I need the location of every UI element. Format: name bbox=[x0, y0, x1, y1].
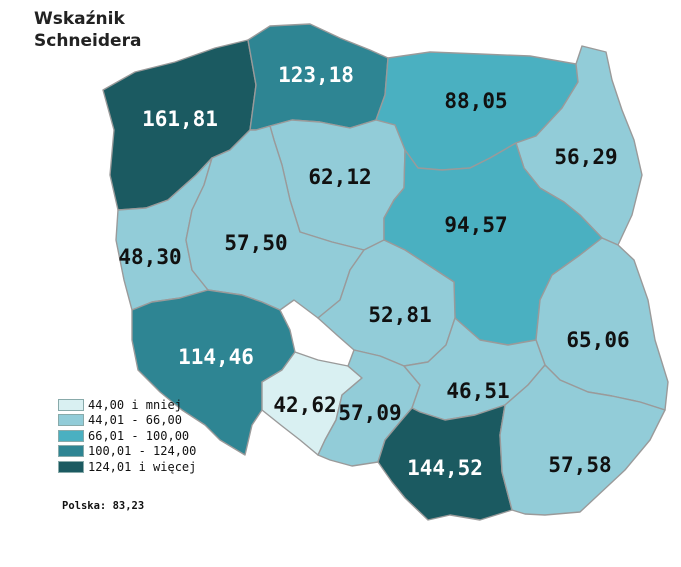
region-podkarpackie bbox=[499, 364, 666, 516]
region-value-opolskie: 42,62 bbox=[273, 393, 336, 417]
legend-item-3: 66,01 - 100,00 bbox=[58, 428, 196, 444]
regions-layer bbox=[102, 23, 669, 521]
region-value-malopolskie: 144,52 bbox=[407, 456, 483, 480]
region-value-lubelskie: 65,06 bbox=[566, 328, 629, 352]
national-value: Polska: 83,23 bbox=[62, 500, 145, 512]
region-value-podlaskie: 56,29 bbox=[554, 145, 617, 169]
region-value-podkarpackie: 57,58 bbox=[548, 453, 611, 477]
legend-label-3: 66,01 - 100,00 bbox=[88, 428, 190, 443]
legend-swatch-2 bbox=[58, 414, 84, 427]
region-value-dolnoslaskie: 114,46 bbox=[178, 345, 254, 369]
legend-label-4: 100,01 - 124,00 bbox=[88, 444, 197, 459]
region-value-kujawsko-pomorskie: 62,12 bbox=[308, 165, 371, 189]
region-value-zachodniopomorskie: 161,81 bbox=[142, 107, 218, 131]
region-value-lodzkie: 52,81 bbox=[368, 303, 431, 327]
region-value-lubuskie: 48,30 bbox=[118, 245, 181, 269]
legend-label-5: 124,01 i więcej bbox=[88, 459, 197, 474]
legend-item-2: 44,01 - 66,00 bbox=[58, 413, 196, 429]
region-value-wielkopolskie: 57,50 bbox=[224, 231, 287, 255]
legend-swatch-4 bbox=[58, 445, 84, 458]
region-value-mazowieckie: 94,57 bbox=[444, 213, 507, 237]
region-value-swietokrzyskie: 46,51 bbox=[446, 379, 509, 403]
legend-swatch-1 bbox=[58, 398, 84, 411]
value-labels-layer: 161,81 123,18 88,05 56,29 62,12 94,57 48,30 57,… bbox=[118, 63, 629, 480]
map-title-line-1: Wskaźnik bbox=[34, 9, 125, 29]
legend-label-2: 44,01 - 66,00 bbox=[88, 413, 182, 428]
region-value-warminsko-mazurskie: 88,05 bbox=[444, 89, 507, 113]
legend-swatch-5 bbox=[58, 460, 84, 473]
legend: 44,00 i mniej 44,01 - 66,00 66,01 - 100,… bbox=[58, 397, 196, 475]
region-value-pomorskie: 123,18 bbox=[278, 63, 354, 87]
legend-item-1: 44,00 i mniej bbox=[58, 397, 196, 413]
map-title: Wskaźnik Schneidera bbox=[34, 8, 141, 52]
legend-swatch-3 bbox=[58, 429, 84, 442]
map-title-line-2: Schneidera bbox=[34, 31, 142, 51]
region-value-slaskie: 57,09 bbox=[338, 401, 401, 425]
legend-label-1: 44,00 i mniej bbox=[88, 397, 182, 412]
legend-item-5: 124,01 i więcej bbox=[58, 459, 196, 475]
legend-item-4: 100,01 - 124,00 bbox=[58, 444, 196, 460]
